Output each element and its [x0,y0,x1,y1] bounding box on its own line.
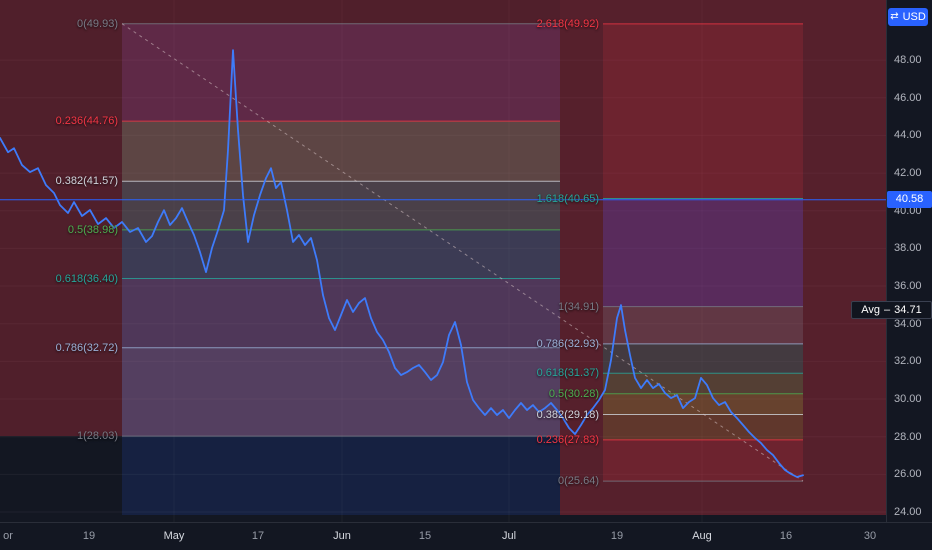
time-tick-label: Jun [333,530,351,542]
price-chart-canvas [0,0,886,515]
price-axis[interactable]: 48.00 46.00 44.00 42.00 40.00 38.00 36.00 34.00… [886,0,932,522]
price-series-line[interactable] [0,49,804,478]
red-zone-left[interactable] [0,0,560,437]
time-tick-label: 19 [82,530,96,542]
time-tick-label: Aug [692,530,712,542]
avg-value: 34.71 [894,303,922,316]
price-tick-label: 34.00 [894,317,922,330]
price-tick-label: 38.00 [894,242,922,255]
fib-retracement-1[interactable] [122,23,560,437]
time-tick-label: May [163,530,185,542]
fib-band [603,393,803,415]
fib-band [122,229,560,279]
time-tick-label: 17 [251,530,265,542]
blue-zone[interactable] [122,23,560,515]
price-tick-label: 24.00 [894,506,922,518]
last-price-badge: 40.58 [887,191,932,209]
fib-band [122,181,560,230]
time-axis[interactable]: or 19 May 17 Jun 15 Jul 19 Aug 16 30 [0,522,932,550]
fib-band [603,23,803,199]
time-tick-label: Jul [501,530,517,542]
price-tick-label: 26.00 [894,468,922,481]
fib-band [603,306,803,344]
fib-band [603,414,803,440]
price-tick-label: 44.00 [894,129,922,142]
avg-separator: – [884,303,891,316]
fib-band [603,373,803,394]
currency-label: USD [902,10,926,23]
time-tick-label: 16 [779,530,793,542]
time-tick-label: or [3,530,13,542]
currency-toggle-button[interactable]: ⇄ USD [888,8,928,26]
fib-band [122,347,560,437]
avg-label: Avg [861,303,881,316]
fib-band [122,121,560,182]
price-tick-label: 28.00 [894,430,922,443]
fib-retracement-2[interactable] [603,23,803,482]
fib-band [122,23,560,122]
fib-band [603,439,803,482]
swap-arrows-icon: ⇄ [890,11,899,22]
avg-price-badge: Avg – 34.71 [851,301,932,320]
price-tick-label: 30.00 [894,393,922,405]
price-tick-label: 48.00 [894,54,922,67]
price-tick-label: 46.00 [894,91,922,104]
price-tick-label: 42.00 [894,167,922,180]
time-tick-label: 30 [863,530,877,542]
price-tick-label: 32.00 [894,355,922,368]
chart-pane[interactable]: 0(49.93) 0.236(44.76) 0.382(41.57) 0.5(38.9… [0,0,886,522]
price-tick-label: 36.00 [894,280,922,292]
fib-band [603,198,803,307]
time-tick-label: 19 [610,530,624,542]
time-tick-label: 15 [418,530,432,542]
fib-band [603,343,803,374]
red-zone-right[interactable] [560,0,886,515]
